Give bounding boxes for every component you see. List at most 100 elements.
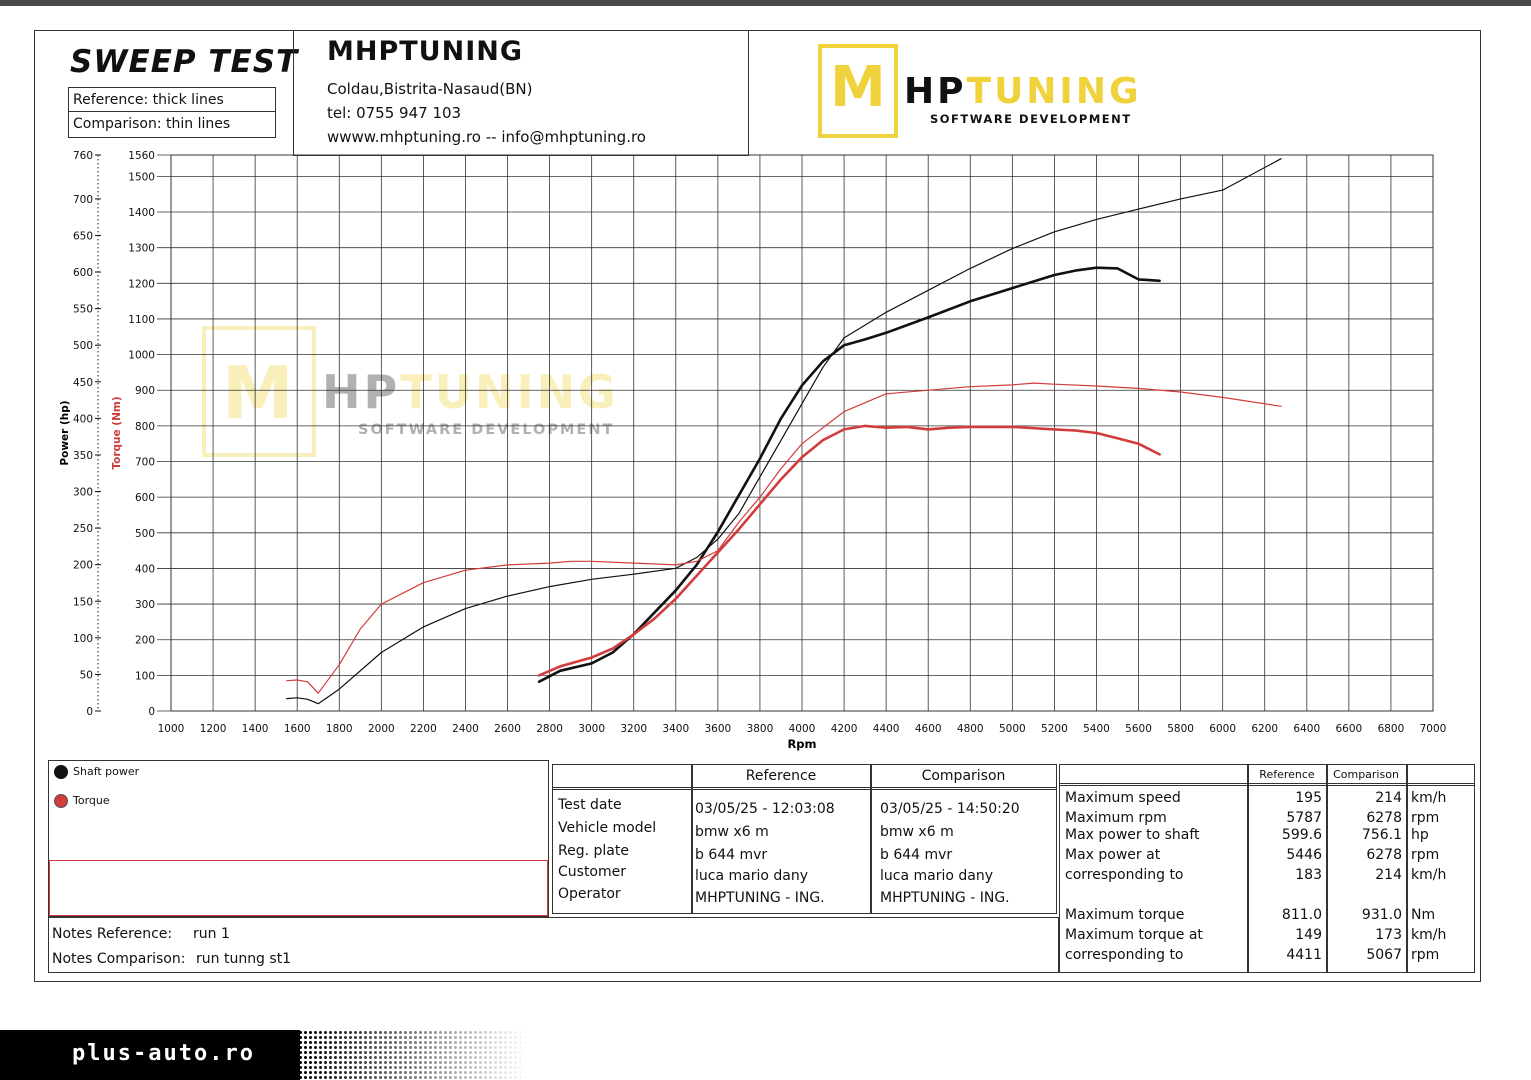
x-tick-label: 4200 [831, 723, 858, 735]
x-tick-label: 1400 [242, 723, 269, 735]
vehicle-row-reference: bmw x6 m [695, 824, 769, 840]
results-table-header-rule [1059, 783, 1475, 786]
vehicle-info-table [552, 764, 1057, 914]
results-row-comparison: 214 [1375, 790, 1402, 806]
power-axis-title: Power (hp) [59, 400, 71, 465]
results-row-comparison: 6278 [1366, 847, 1402, 863]
torque-tick-label: 0 [148, 706, 155, 718]
vehicle-row-label: Test date [558, 797, 622, 813]
vehicle-col-comparison: Comparison [921, 768, 1006, 784]
site-footer: plus-auto.ro [0, 1030, 300, 1080]
vehicle-table-header-rule [552, 787, 1057, 790]
x-tick-label: 6600 [1335, 723, 1362, 735]
results-row-reference: 599.6 [1281, 827, 1322, 843]
power-tick-label: 350 [73, 450, 93, 462]
results-row-unit: rpm [1411, 947, 1440, 963]
x-tick-label: 3600 [704, 723, 731, 735]
company-address: Coldau,Bistrita-Nasaud(BN) [327, 80, 533, 98]
power-tick-label: 300 [73, 487, 93, 499]
power-tick-label: 0 [86, 706, 93, 718]
x-tick-label: 5000 [999, 723, 1026, 735]
x-tick-label: 3800 [747, 723, 774, 735]
vehicle-row-label: Reg. plate [558, 843, 629, 859]
x-tick-label: 3000 [578, 723, 605, 735]
power-dot-icon [54, 765, 68, 779]
torque-comparison-line [286, 382, 1282, 694]
vehicle-row-reference: 03/05/25 - 12:03:08 [695, 801, 835, 817]
site-name: plus-auto.ro [72, 1041, 255, 1066]
x-tick-label: 4400 [873, 723, 900, 735]
legend-power-label: Shaft power [73, 765, 140, 778]
x-tick-label: 6400 [1293, 723, 1320, 735]
results-row-comparison: 173 [1375, 927, 1402, 943]
power-tick-label: 200 [73, 560, 93, 572]
logo-hp: HP [904, 71, 967, 112]
results-row-label: Max power to shaft [1065, 827, 1200, 843]
x-tick-label: 5400 [1083, 723, 1110, 735]
logo-wordmark: HPTUNING [904, 72, 1142, 112]
results-row-label: corresponding to [1065, 867, 1184, 883]
plot-frame [170, 154, 1434, 712]
torque-tick-label: 400 [135, 563, 155, 575]
watermark-hp: HP [322, 365, 400, 419]
x-tick-label: 2800 [536, 723, 563, 735]
x-tick-label: 1000 [158, 723, 185, 735]
results-row-comparison: 931.0 [1361, 907, 1402, 923]
results-row-label: Maximum torque at [1065, 927, 1203, 943]
notes-cmp-value: run tunng st1 [196, 951, 292, 967]
line-legend-box: Reference: thick lines Comparison: thin … [68, 87, 276, 138]
results-row-unit: rpm [1411, 810, 1440, 826]
torque-axis-title: Torque (Nm) [111, 396, 123, 469]
vehicle-table-divider [691, 764, 693, 914]
results-row-reference: 195 [1295, 790, 1322, 806]
torque-tick-label: 200 [135, 635, 155, 647]
results-row-reference: 811.0 [1281, 907, 1322, 923]
results-row-label: Maximum torque [1065, 907, 1185, 923]
vehicle-row-comparison: 03/05/25 - 14:50:20 [880, 801, 1020, 817]
vehicle-row-reference: b 644 mvr [695, 847, 768, 863]
vehicle-row-comparison: luca mario dany [880, 868, 993, 884]
watermark-wordmark: HPTUNING [322, 365, 619, 419]
x-tick-label: 4000 [789, 723, 816, 735]
results-row-comparison: 5067 [1366, 947, 1402, 963]
x-tick-label: 4600 [915, 723, 942, 735]
torque-tick-label: 500 [135, 528, 155, 540]
top-bar [0, 0, 1531, 6]
torque-tick-label: 300 [135, 599, 155, 611]
x-tick-label: 5800 [1167, 723, 1194, 735]
logo-tuning: TUNING [966, 71, 1142, 112]
results-row-reference: 183 [1295, 867, 1322, 883]
results-row-reference: 5787 [1286, 810, 1322, 826]
x-tick-label: 2200 [410, 723, 437, 735]
halftone-decoration [298, 1030, 528, 1080]
torque-tick-label: 700 [135, 457, 155, 469]
logo-subtitle: SOFTWARE DEVELOPMENT [930, 112, 1132, 126]
results-row-unit: Nm [1411, 907, 1436, 923]
results-row-unit: km/h [1411, 867, 1447, 883]
torque-tick-label: 900 [135, 385, 155, 397]
power-tick-label: 550 [73, 304, 93, 316]
results-row-unit: km/h [1411, 790, 1447, 806]
power-tick-label: 400 [73, 413, 93, 425]
vehicle-row-label: Operator [558, 886, 621, 902]
vehicle-row-comparison: bmw x6 m [880, 824, 954, 840]
power-comparison-line [286, 158, 1282, 705]
results-row-label: Maximum speed [1065, 790, 1181, 806]
results-row-reference: 5446 [1286, 847, 1322, 863]
power-tick-label: 50 [80, 669, 93, 681]
power-tick-label: 700 [73, 194, 93, 206]
watermark-tuning: TUNING [400, 365, 619, 419]
x-tick-label: 2000 [368, 723, 395, 735]
company-web: wwww.mhptuning.ro -- info@mhptuning.ro [327, 128, 646, 146]
x-tick-label: 5200 [1041, 723, 1068, 735]
vehicle-table-divider [870, 764, 872, 914]
results-table [1059, 764, 1475, 973]
results-row-unit: rpm [1411, 847, 1440, 863]
test-title: SWEEP TEST [70, 44, 299, 80]
legend-torque-label: Torque [73, 794, 110, 807]
company-phone: tel: 0755 947 103 [327, 104, 462, 122]
x-tick-label: 1800 [326, 723, 353, 735]
notes-box [48, 917, 1059, 973]
torque-tick-label: 1100 [128, 314, 155, 326]
